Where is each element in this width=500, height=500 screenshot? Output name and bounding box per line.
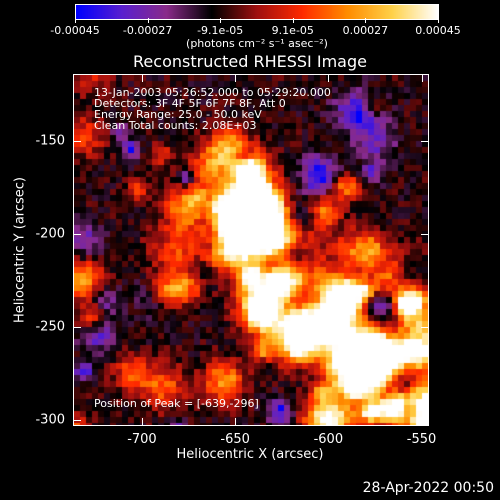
x-tick-top xyxy=(141,74,143,82)
colorbar-tick xyxy=(147,18,149,23)
colorbar xyxy=(75,4,439,20)
colorbar-tick-label: -9.1e-05 xyxy=(197,24,244,37)
x-tick xyxy=(235,418,237,426)
colorbar-tick-label: 9.1e-05 xyxy=(271,24,314,37)
x-tick-label: -550 xyxy=(406,432,437,447)
colorbar-tick-label: 0.00045 xyxy=(415,24,461,37)
y-tick-right xyxy=(421,327,429,329)
y-tick-label: -250 xyxy=(35,319,65,335)
y-tick-right xyxy=(421,420,429,422)
info-clean: Clean Total counts: 2.08E+03 xyxy=(94,119,257,132)
x-tick xyxy=(141,418,143,426)
x-tick-label: -650 xyxy=(220,432,250,447)
x-tick-top xyxy=(328,74,330,82)
x-tick-top xyxy=(421,74,423,82)
y-tick-label: -150 xyxy=(35,133,65,149)
y-tick xyxy=(73,234,81,236)
heatmap-image xyxy=(74,75,428,425)
colorbar-tick-label: -0.00045 xyxy=(50,24,100,37)
x-tick-top xyxy=(235,74,237,82)
y-tick-label: -300 xyxy=(35,412,65,428)
colorbar-tick xyxy=(220,18,222,23)
colorbar-tick xyxy=(292,18,294,23)
colorbar-tick-label: -0.00027 xyxy=(122,24,173,37)
info-energy: Energy Range: 25.0 - 50.0 keV xyxy=(94,108,262,121)
y-tick-label: -200 xyxy=(35,226,65,242)
chart-title: Reconstructed RHESSI Image xyxy=(133,52,367,71)
x-tick xyxy=(328,418,330,426)
info-detectors: Detectors: 3F 4F 5F 6F 7F 8F, Att 0 xyxy=(94,97,286,110)
y-tick xyxy=(73,420,81,422)
y-tick xyxy=(73,327,81,329)
x-axis-label: Heliocentric X (arcsec) xyxy=(176,447,324,462)
x-tick-label: -600 xyxy=(313,432,344,447)
colorbar-tick-label: 0.00027 xyxy=(342,24,389,37)
colorbar-tick xyxy=(438,18,439,23)
info-peak-position: Position of Peak = [-639,-296] xyxy=(94,397,259,410)
info-time: 13-Jan-2003 05:26:52.000 to 05:29:20.000 xyxy=(94,86,331,99)
y-axis-label: Heliocentric Y (arcsec) xyxy=(12,177,28,323)
footer-date: 28-Apr-2022 00:50 xyxy=(362,480,494,496)
colorbar-units: (photons cm⁻² s⁻¹ asec⁻²) xyxy=(186,37,328,50)
colorbar-tick xyxy=(365,18,367,23)
y-tick-right xyxy=(421,234,429,236)
x-tick xyxy=(421,418,423,426)
y-tick-right xyxy=(421,141,429,143)
y-tick xyxy=(73,141,81,143)
colorbar-tick xyxy=(75,18,76,23)
plot-area: 13-Jan-2003 05:26:52.000 to 05:29:20.000… xyxy=(73,74,429,426)
x-tick-label: -700 xyxy=(127,432,157,447)
